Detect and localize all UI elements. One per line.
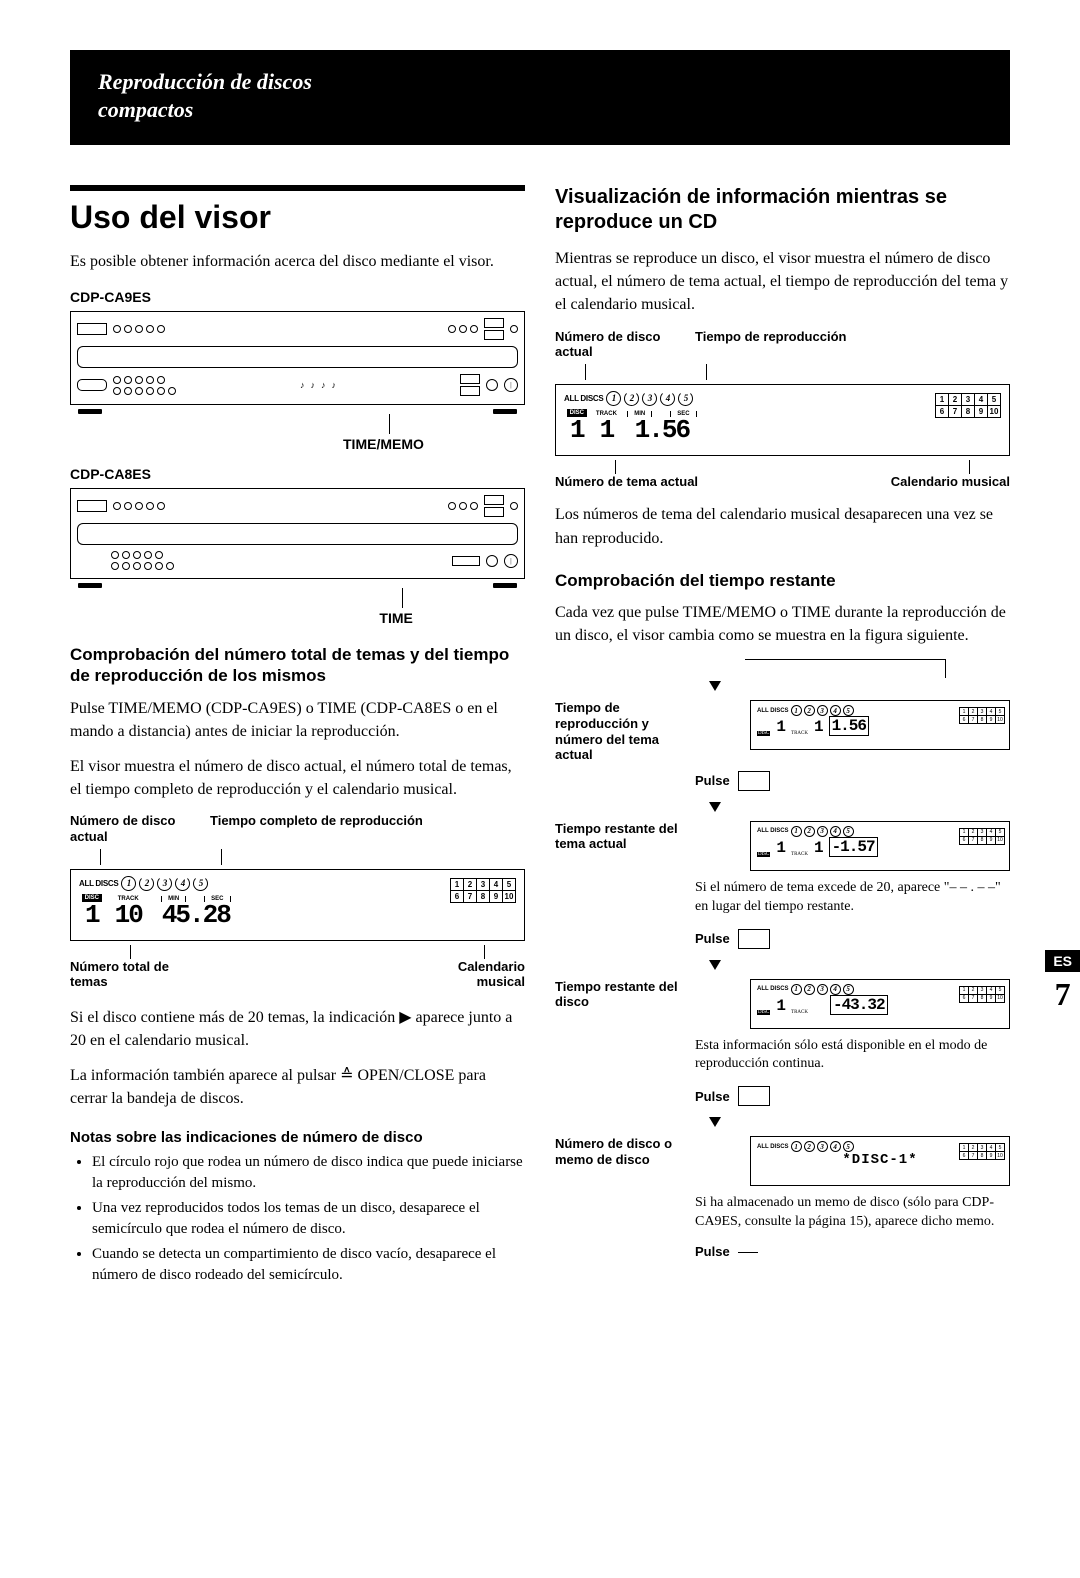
arrow-down-icon: [709, 1117, 721, 1127]
para-r1: Mientras se reproduce un disco, el visor…: [555, 247, 1010, 317]
flow-note-4: Si ha almacenado un memo de disco (sólo …: [695, 1194, 1010, 1232]
flow-label-2: Tiempo restante del tema actual: [555, 821, 685, 852]
page-header: Reproducción de discos compactos: [70, 50, 1010, 145]
flow-step-3: Tiempo restante del disco ALL DISCS12345…: [555, 979, 1010, 1029]
callout-play-time: Tiempo completo de reproducción: [210, 813, 423, 844]
notes-heading: Notas sobre las indicaciones de número d…: [70, 1129, 525, 1146]
flow-note-3: Esta información sólo está disponible en…: [695, 1037, 1010, 1075]
pulse-label: Pulse: [695, 1089, 730, 1104]
header-line1: Reproducción de discos: [98, 69, 312, 94]
intro-text: Es posible obtener información acerca de…: [70, 250, 525, 273]
device-1-diagram: ♪♪♪♪ |: [70, 311, 525, 405]
flow-memo-text: *DISC-1*: [842, 1152, 917, 1168]
flow-step-4: Número de disco o memo de disco ALL DISC…: [555, 1136, 1010, 1186]
section-title: Uso del visor: [70, 199, 525, 236]
display-figure-right: Número de disco actual Tiempo de reprodu…: [555, 329, 1010, 490]
content-columns: Uso del visor Es posible obtener informa…: [70, 185, 1010, 1290]
device-2-label: CDP-CA8ES: [70, 466, 525, 482]
arrow-down-icon: [709, 960, 721, 970]
para-b2: La información también aparece al pulsar…: [70, 1064, 525, 1110]
display-figure-left: Número de disco actual Tiempo completo d…: [70, 813, 525, 989]
callout-disc-num: Número de disco actual: [70, 813, 190, 844]
left-column: Uso del visor Es posible obtener informa…: [70, 185, 525, 1290]
arrow-down-icon: [709, 802, 721, 812]
flow-note-2: Si el número de tema excede de 20, apare…: [695, 879, 1010, 917]
callout-disc-num-r: Número de disco actual: [555, 329, 675, 360]
flow-diagram: Tiempo de reproducción y número del tema…: [555, 659, 1010, 1259]
lang-badge: ES: [1045, 950, 1080, 972]
para-r2: Los números de tema del calendario music…: [555, 503, 1010, 549]
flow-time-3: -43.32: [833, 996, 885, 1014]
para-r3: Cada vez que pulse TIME/MEMO o TIME dura…: [555, 601, 1010, 647]
all-discs-label-r: ALL DISCS: [564, 394, 603, 403]
flow-label-1: Tiempo de reproducción y número del tema…: [555, 700, 685, 762]
callout-musical-cal: Calendario musical: [425, 959, 525, 990]
para-a1: Pulse TIME/MEMO (CDP-CA9ES) o TIME (CDP-…: [70, 697, 525, 743]
device-1-callout: TIME/MEMO: [343, 436, 424, 452]
para-b1: Si el disco contiene más de 20 temas, la…: [70, 1006, 525, 1052]
display-panel-left: ALL DISCS 1 2 3 4 5 DISC1 TRACK10 MINSEC…: [70, 869, 525, 941]
arrow-down-icon: [709, 681, 721, 691]
notes-list: El círculo rojo que rodea un número de d…: [78, 1152, 525, 1286]
callout-play-time-r: Tiempo de reproducción: [695, 329, 846, 360]
pulse-label: Pulse: [695, 931, 730, 946]
section-rule: [70, 185, 525, 191]
header-line2: compactos: [98, 97, 193, 122]
note-item: El círculo rojo que rodea un número de d…: [92, 1152, 525, 1194]
flow-step-2: Tiempo restante del tema actual ALL DISC…: [555, 821, 1010, 871]
device-block-1: CDP-CA9ES ♪♪♪♪: [70, 289, 525, 450]
subsection-check-total: Comprobación del número total de temas y…: [70, 644, 525, 687]
flow-label-3: Tiempo restante del disco: [555, 979, 685, 1010]
callout-track-current: Número de tema actual: [555, 474, 698, 490]
calendar-grid-left: 12345 678910: [450, 878, 516, 903]
page-side-tab: ES 7: [1045, 950, 1080, 1013]
flow-step-1: Tiempo de reproducción y número del tema…: [555, 700, 1010, 762]
note-item: Cuando se detecta un compartimiento de d…: [92, 1244, 525, 1286]
flow-time-2: -1.57: [832, 838, 875, 856]
all-discs-label: ALL DISCS: [79, 879, 118, 888]
device-block-2: CDP-CA8ES: [70, 466, 525, 624]
device-2-diagram: |: [70, 488, 525, 579]
subsection-remaining-time: Comprobación del tiempo restante: [555, 570, 1010, 591]
device-1-label: CDP-CA9ES: [70, 289, 525, 305]
callout-musical-cal-r: Calendario musical: [891, 474, 1010, 490]
flow-label-4: Número de disco o memo de disco: [555, 1136, 685, 1167]
pulse-label: Pulse: [695, 773, 730, 788]
callout-track-total: Número total de temas: [70, 959, 210, 990]
right-column: Visualización de información mientras se…: [555, 185, 1010, 1290]
calendar-grid-right: 12345 678910: [935, 393, 1001, 418]
note-item: Una vez reproducidos todos los temas de …: [92, 1198, 525, 1240]
device-2-callout: TIME: [379, 610, 412, 626]
display-panel-right: ALL DISCS 1 2 3 4 5 DISC1 TRACK1 MINSEC1…: [555, 384, 1010, 456]
subsection-playback-info: Visualización de información mientras se…: [555, 185, 1010, 235]
pulse-label: Pulse: [695, 1244, 730, 1259]
flow-time-1: 1.56: [832, 717, 866, 735]
page-number: 7: [1045, 976, 1080, 1013]
para-a2: El visor muestra el número de disco actu…: [70, 755, 525, 801]
